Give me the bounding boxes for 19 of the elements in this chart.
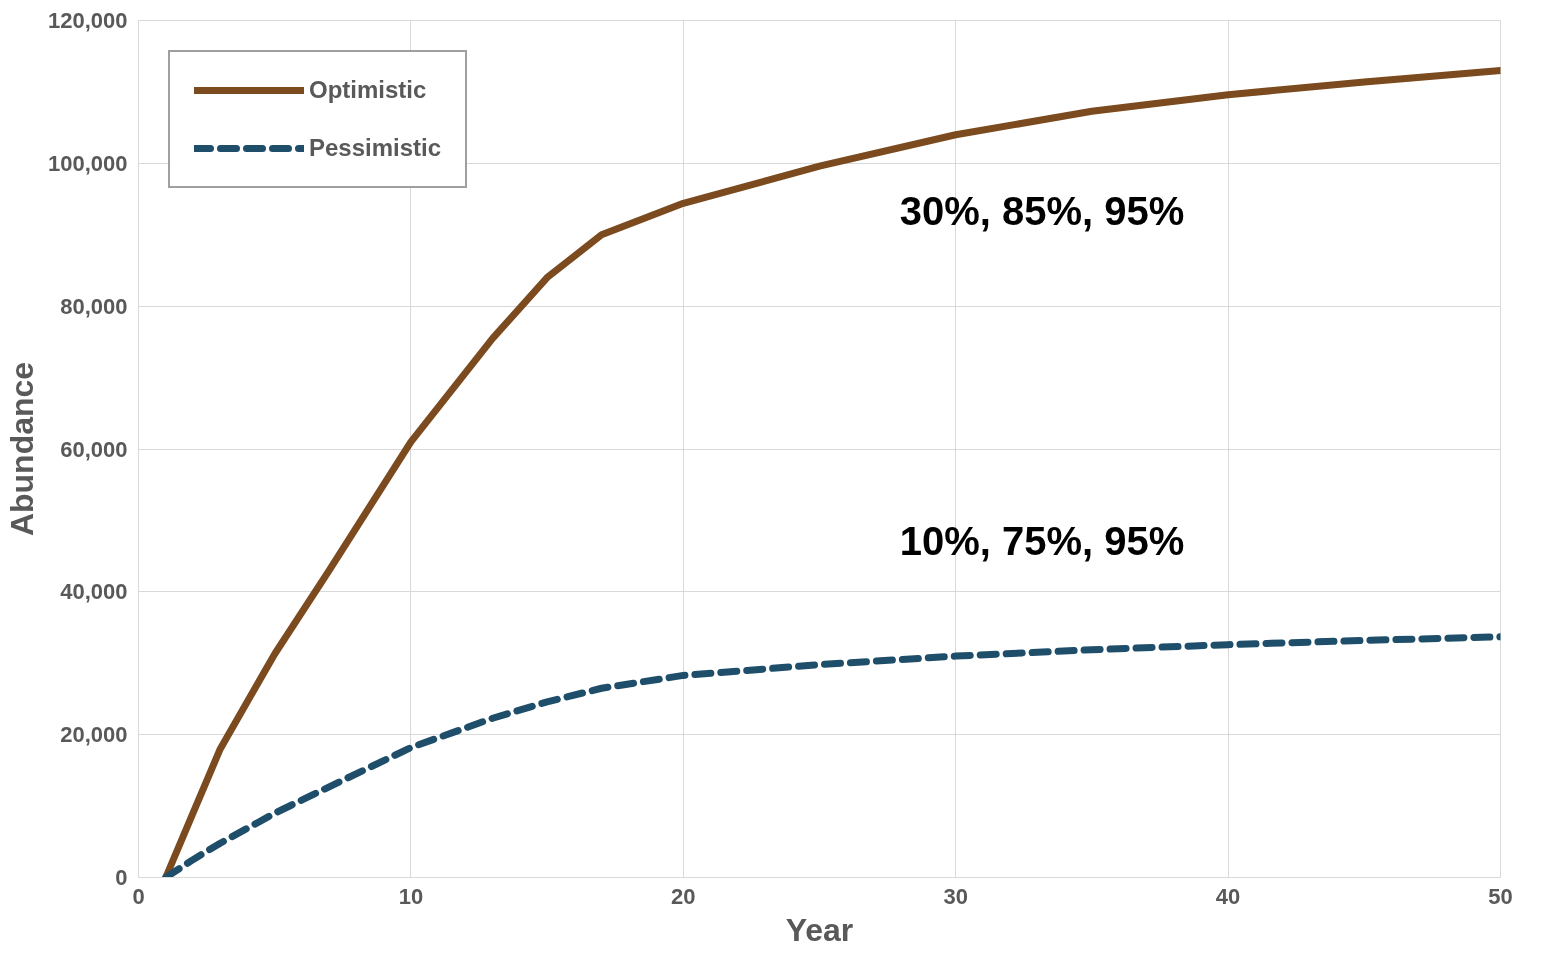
y-tick-label: 80,000 — [60, 293, 128, 319]
x-axis-title: Year — [785, 911, 854, 948]
y-tick-label: 20,000 — [60, 722, 128, 748]
annotation: 10%, 75%, 95% — [899, 519, 1185, 564]
x-tick-label: 0 — [132, 883, 145, 909]
legend-label: Pessimistic — [309, 134, 442, 162]
y-tick-label: 60,000 — [60, 436, 128, 462]
x-tick-label: 40 — [1215, 883, 1241, 909]
annotation: 30%, 85%, 95% — [899, 188, 1185, 233]
y-tick-label: 100,000 — [47, 150, 128, 176]
x-tick-label: 50 — [1488, 883, 1513, 909]
legend-label: Optimistic — [309, 76, 427, 104]
y-tick-label: 120,000 — [47, 8, 128, 33]
y-axis-title: Abundance — [3, 361, 40, 537]
x-tick-label: 20 — [671, 883, 696, 909]
y-tick-label: 40,000 — [60, 579, 128, 605]
x-tick-label: 30 — [943, 883, 968, 909]
y-tick-label: 0 — [115, 865, 128, 890]
x-tick-label: 10 — [398, 883, 424, 909]
